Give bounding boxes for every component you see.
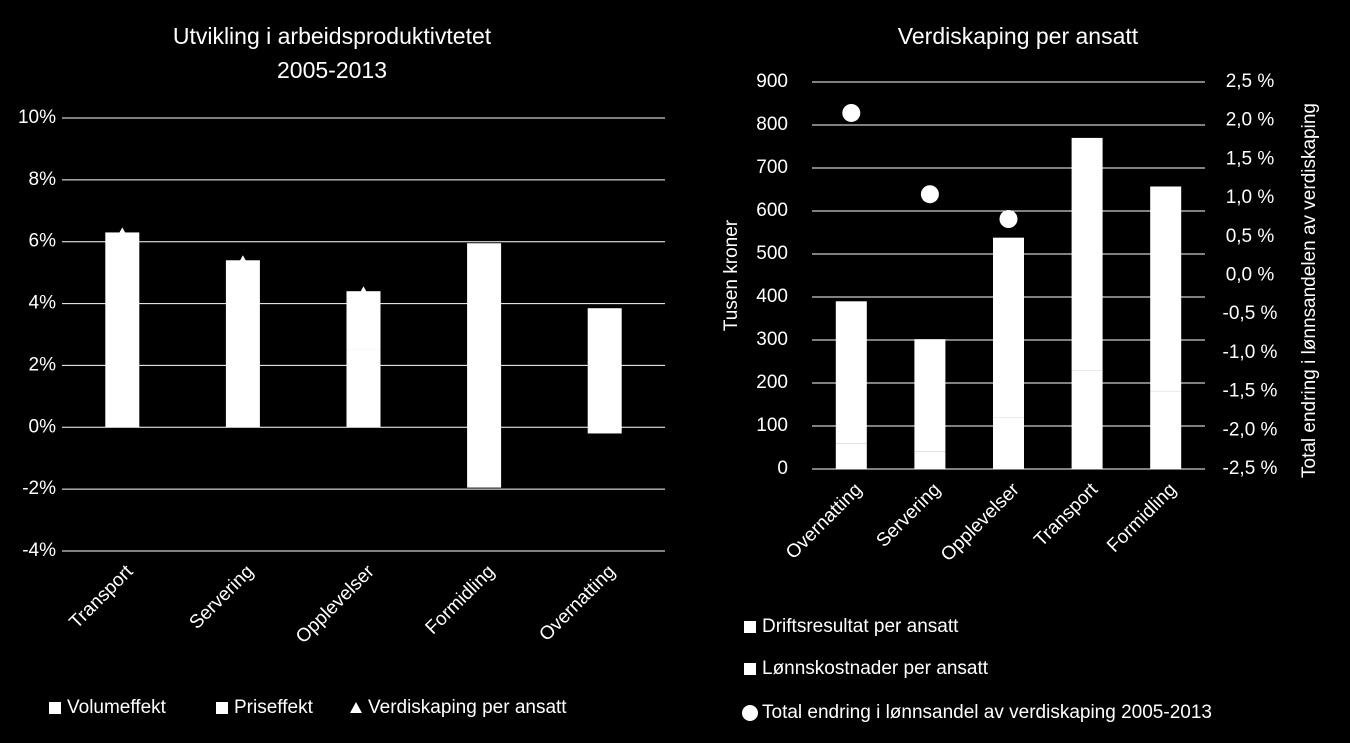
bar [587, 427, 622, 434]
y-tick-label: 10% [18, 107, 56, 128]
y2-tick-label: -1,0 % [1223, 342, 1278, 363]
bar [914, 451, 946, 469]
legend-label: Priseffekt [234, 697, 314, 718]
y2-tick-label: -2,0 % [1223, 419, 1278, 440]
triangle-marker [358, 286, 369, 296]
bar [105, 232, 140, 304]
circle-marker [999, 209, 1018, 228]
x-tick-label: Opplevelser [937, 479, 1024, 566]
bar [914, 339, 946, 452]
y-tick-label: 600 [756, 200, 788, 221]
y2-tick-label: -2,5 % [1223, 458, 1278, 479]
y2-tick-label: 0,0 % [1226, 265, 1275, 286]
y-tick-label: 100 [756, 415, 788, 436]
y-tick-label: 0% [29, 416, 57, 437]
bar [835, 443, 867, 469]
y-tick-label: 500 [756, 243, 788, 264]
legend-label: Verdiskaping per ansatt [368, 697, 567, 718]
legend-label: Lønnskostnader per ansatt [762, 658, 989, 679]
legend-swatch [742, 705, 758, 721]
y-tick-label: 800 [756, 114, 788, 135]
x-tick-label: Servering [873, 479, 945, 551]
bar [346, 291, 381, 350]
legend-swatch [49, 702, 61, 714]
y2-tick-label: 2,0 % [1226, 110, 1275, 131]
y2-tick-label: 1,5 % [1226, 148, 1275, 169]
y-tick-label: -4% [22, 540, 56, 561]
y2-tick-label: -1,5 % [1223, 381, 1278, 402]
legend-swatch [350, 702, 362, 713]
chart-title: Verdiskaping per ansatt [898, 23, 1139, 49]
bar [587, 308, 622, 428]
bar [467, 243, 502, 428]
y2-axis-label: Total endring i lønnsandelen av verdiska… [1299, 103, 1320, 478]
y-tick-label: 6% [29, 231, 57, 252]
bar [467, 427, 502, 488]
bar [993, 237, 1024, 418]
bar [105, 303, 140, 428]
y-tick-label: 2% [29, 354, 57, 375]
chart-title: Utvikling i arbeidsproduktivtetet [173, 23, 492, 49]
y-axis-label: Tusen kroner [721, 219, 742, 331]
bar [225, 260, 260, 335]
x-tick-label: Transport [1030, 479, 1102, 551]
bar [1071, 137, 1103, 371]
y-tick-label: 300 [756, 329, 788, 350]
legend-swatch [744, 621, 756, 633]
triangle-marker [117, 227, 128, 237]
y-tick-label: -2% [22, 478, 56, 499]
x-tick-label: Overnatting [535, 561, 619, 645]
legend-swatch [744, 663, 756, 675]
chart-title: 2005-2013 [277, 57, 387, 83]
circle-marker [920, 185, 939, 204]
legend-label: Volumeffekt [67, 697, 167, 718]
y-tick-label: 200 [756, 372, 788, 393]
bar [1150, 186, 1182, 392]
bar [346, 349, 381, 428]
legend-label: Total endring i lønnsandel av verdiskapi… [762, 702, 1212, 723]
x-tick-label: Formidling [1103, 479, 1181, 557]
bar [835, 301, 867, 444]
y-tick-label: 0 [777, 458, 788, 479]
y2-tick-label: 1,0 % [1226, 187, 1275, 208]
y2-tick-label: 2,5 % [1226, 71, 1275, 92]
bar [993, 417, 1024, 469]
x-tick-label: Transport [66, 561, 138, 633]
bar [1071, 370, 1103, 469]
y-tick-label: 8% [29, 169, 57, 190]
y2-tick-label: 0,5 % [1226, 226, 1275, 247]
legend-label: Driftsresultat per ansatt [762, 616, 959, 637]
bar [225, 334, 260, 428]
y-tick-label: 900 [756, 71, 788, 92]
triangle-marker [237, 255, 248, 265]
y2-tick-label: -0,5 % [1223, 303, 1278, 324]
bar [1150, 391, 1182, 469]
x-tick-label: Formidling [422, 561, 500, 639]
y-tick-label: 700 [756, 157, 788, 178]
triangle-marker [599, 309, 610, 319]
x-tick-label: Opplevelser [292, 561, 379, 648]
triangle-marker [479, 298, 490, 308]
legend-swatch [216, 702, 228, 714]
y-tick-label: 4% [29, 293, 57, 314]
x-tick-label: Overnatting [782, 479, 866, 563]
circle-marker [842, 103, 861, 122]
x-tick-label: Servering [186, 561, 258, 633]
y-tick-label: 400 [756, 286, 788, 307]
